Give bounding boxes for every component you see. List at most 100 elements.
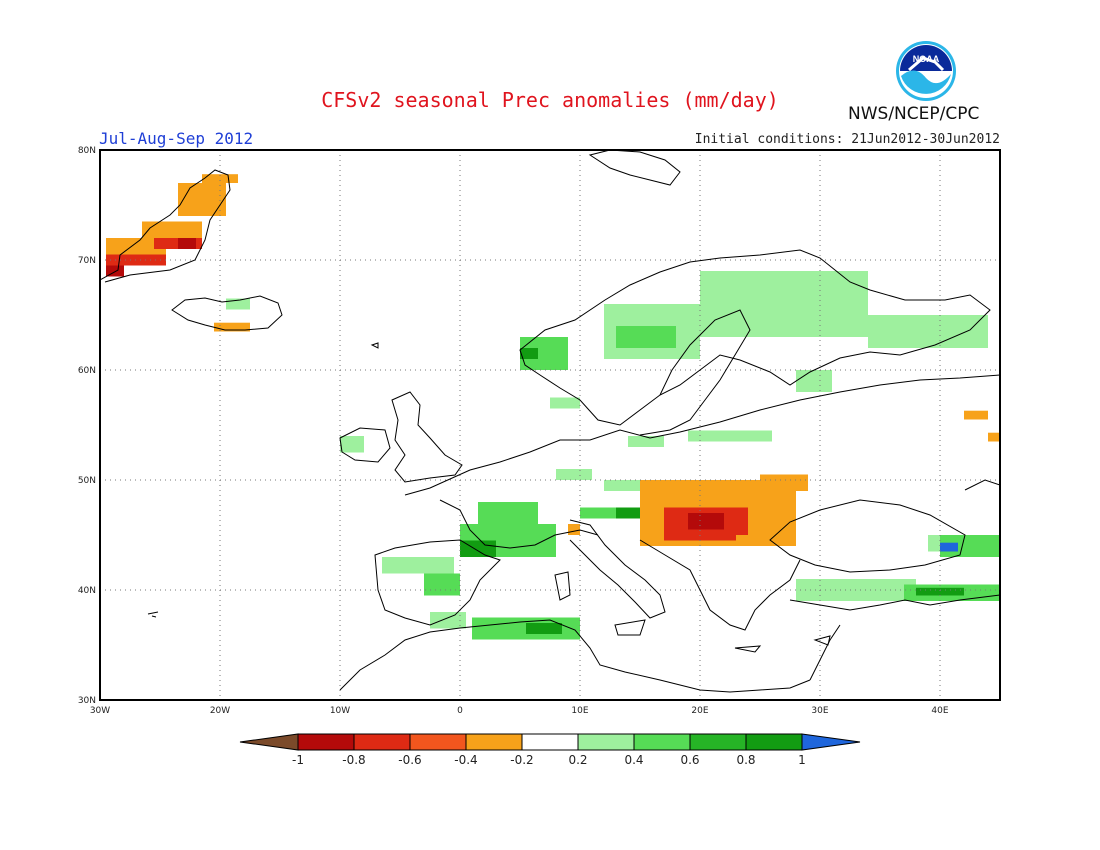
noaa-logo-icon: NOAA bbox=[896, 41, 956, 101]
anomaly-cell bbox=[142, 221, 202, 238]
anomaly-cell bbox=[178, 238, 196, 249]
colorbar-label: 0.6 bbox=[680, 753, 699, 767]
france-coast bbox=[439, 499, 599, 549]
anomaly-cell bbox=[616, 507, 652, 519]
gridlines bbox=[100, 150, 1000, 700]
anomaly-cell bbox=[568, 524, 580, 535]
anomaly-cell bbox=[214, 322, 250, 332]
baltic-coast bbox=[639, 309, 751, 436]
lon-tick-label: 40E bbox=[931, 706, 948, 716]
lon-tick-label: 10W bbox=[330, 706, 350, 716]
colorbar-segment bbox=[633, 733, 691, 751]
colorbar-segment bbox=[689, 733, 747, 751]
colorbar-label: -1 bbox=[292, 753, 304, 767]
greenland-coast bbox=[100, 169, 231, 283]
colorbar-label: -0.2 bbox=[510, 753, 533, 767]
anomaly-cell bbox=[736, 535, 760, 546]
anomaly-cell bbox=[688, 513, 724, 530]
anomaly-cell bbox=[226, 298, 250, 310]
org-label: NWS/NCEP/CPC bbox=[848, 104, 980, 124]
anomaly-cell bbox=[916, 587, 964, 596]
colorbar-label: 1 bbox=[798, 753, 806, 767]
anomaly-cell bbox=[988, 432, 1000, 442]
scandinavia-coast bbox=[519, 249, 991, 426]
anomaly-cell bbox=[760, 474, 808, 491]
colorbar-high-arrow bbox=[801, 733, 861, 751]
ireland-coast bbox=[339, 427, 391, 463]
initial-conditions-label: Initial conditions: 21Jun2012-30Jun2012 bbox=[694, 132, 1000, 147]
iberia-coast bbox=[374, 539, 501, 626]
anomaly-cell bbox=[202, 174, 238, 183]
lat-tick-label: 50N bbox=[78, 476, 96, 486]
anomaly-cell bbox=[106, 265, 124, 277]
europe-north-coast bbox=[404, 374, 1000, 496]
anomaly-cell bbox=[964, 410, 988, 420]
sardinia-coast bbox=[554, 571, 571, 601]
lon-tick-label: 10E bbox=[571, 706, 588, 716]
anomaly-cell bbox=[700, 271, 868, 337]
faroe-coast bbox=[370, 342, 379, 349]
anomaly-cell bbox=[550, 397, 580, 409]
colorbar-segment bbox=[297, 733, 355, 751]
lon-tick-label: 20W bbox=[210, 706, 230, 716]
colorbar-segment bbox=[409, 733, 467, 751]
anomaly-cell bbox=[340, 436, 364, 453]
anomaly-cell bbox=[424, 573, 460, 596]
lon-tick-label: 20E bbox=[691, 706, 708, 716]
lat-tick-label: 30N bbox=[78, 696, 96, 706]
lon-tick-label: 0 bbox=[457, 706, 463, 716]
colorbar-segment bbox=[577, 733, 635, 751]
anomaly-cell bbox=[526, 623, 562, 634]
lat-tick-label: 60N bbox=[78, 366, 96, 376]
north-africa-coast bbox=[339, 619, 811, 693]
anomaly-cell bbox=[616, 326, 676, 348]
colorbar-segment bbox=[745, 733, 803, 751]
anomaly-cell bbox=[460, 540, 496, 557]
caspian-coast bbox=[964, 479, 1000, 491]
lat-tick-label: 70N bbox=[78, 256, 96, 266]
italy-coast bbox=[569, 519, 666, 619]
lon-tick-label: 30E bbox=[811, 706, 828, 716]
colorbar-label: 0.8 bbox=[736, 753, 755, 767]
turkey-coast bbox=[789, 594, 1000, 611]
lon-tick-label: 30W bbox=[90, 706, 110, 716]
lat-tick-label: 80N bbox=[78, 146, 96, 156]
anomaly-cell bbox=[382, 557, 454, 574]
coastlines bbox=[100, 150, 1000, 693]
anomaly-cell bbox=[106, 238, 166, 255]
levant-coast bbox=[809, 624, 841, 681]
anomaly-cell bbox=[628, 436, 664, 447]
colorbar-low-arrow bbox=[239, 733, 299, 751]
britain-coast bbox=[391, 391, 463, 483]
colorbar-label: -0.8 bbox=[342, 753, 365, 767]
colorbar-label: -0.4 bbox=[454, 753, 477, 767]
anomaly-cell bbox=[430, 612, 466, 629]
plot-frame bbox=[99, 149, 1001, 701]
colorbar-label: 0.2 bbox=[568, 753, 587, 767]
iceland-coast bbox=[171, 295, 283, 331]
colorbar-label: -0.6 bbox=[398, 753, 421, 767]
anomaly-cell bbox=[478, 502, 538, 524]
colorbar-segment bbox=[353, 733, 411, 751]
colorbar-label: 0.4 bbox=[624, 753, 643, 767]
colorbar-segment bbox=[521, 733, 579, 751]
balkans-coast bbox=[639, 539, 801, 631]
colorbar: -1 -0.8 -0.6 -0.4 -0.2 0.2 0.4 0.6 0.8 1 bbox=[239, 733, 861, 767]
anomaly-cell bbox=[178, 183, 226, 216]
lat-tick-label: 40N bbox=[78, 586, 96, 596]
map-title: CFSv2 seasonal Prec anomalies (mm/day) bbox=[321, 88, 779, 112]
crete-coast bbox=[734, 645, 762, 653]
anomaly-cell bbox=[796, 370, 832, 392]
anomaly-cell bbox=[556, 469, 592, 480]
anomaly-cell bbox=[868, 315, 988, 348]
cyprus-coast bbox=[813, 635, 831, 646]
logo-text: NOAA bbox=[913, 54, 940, 64]
azores-mark bbox=[147, 611, 159, 618]
anomaly-cell bbox=[604, 480, 652, 491]
anomaly-cell bbox=[940, 542, 958, 552]
anomaly-cell bbox=[520, 348, 538, 359]
anomaly-cells bbox=[106, 174, 1000, 640]
